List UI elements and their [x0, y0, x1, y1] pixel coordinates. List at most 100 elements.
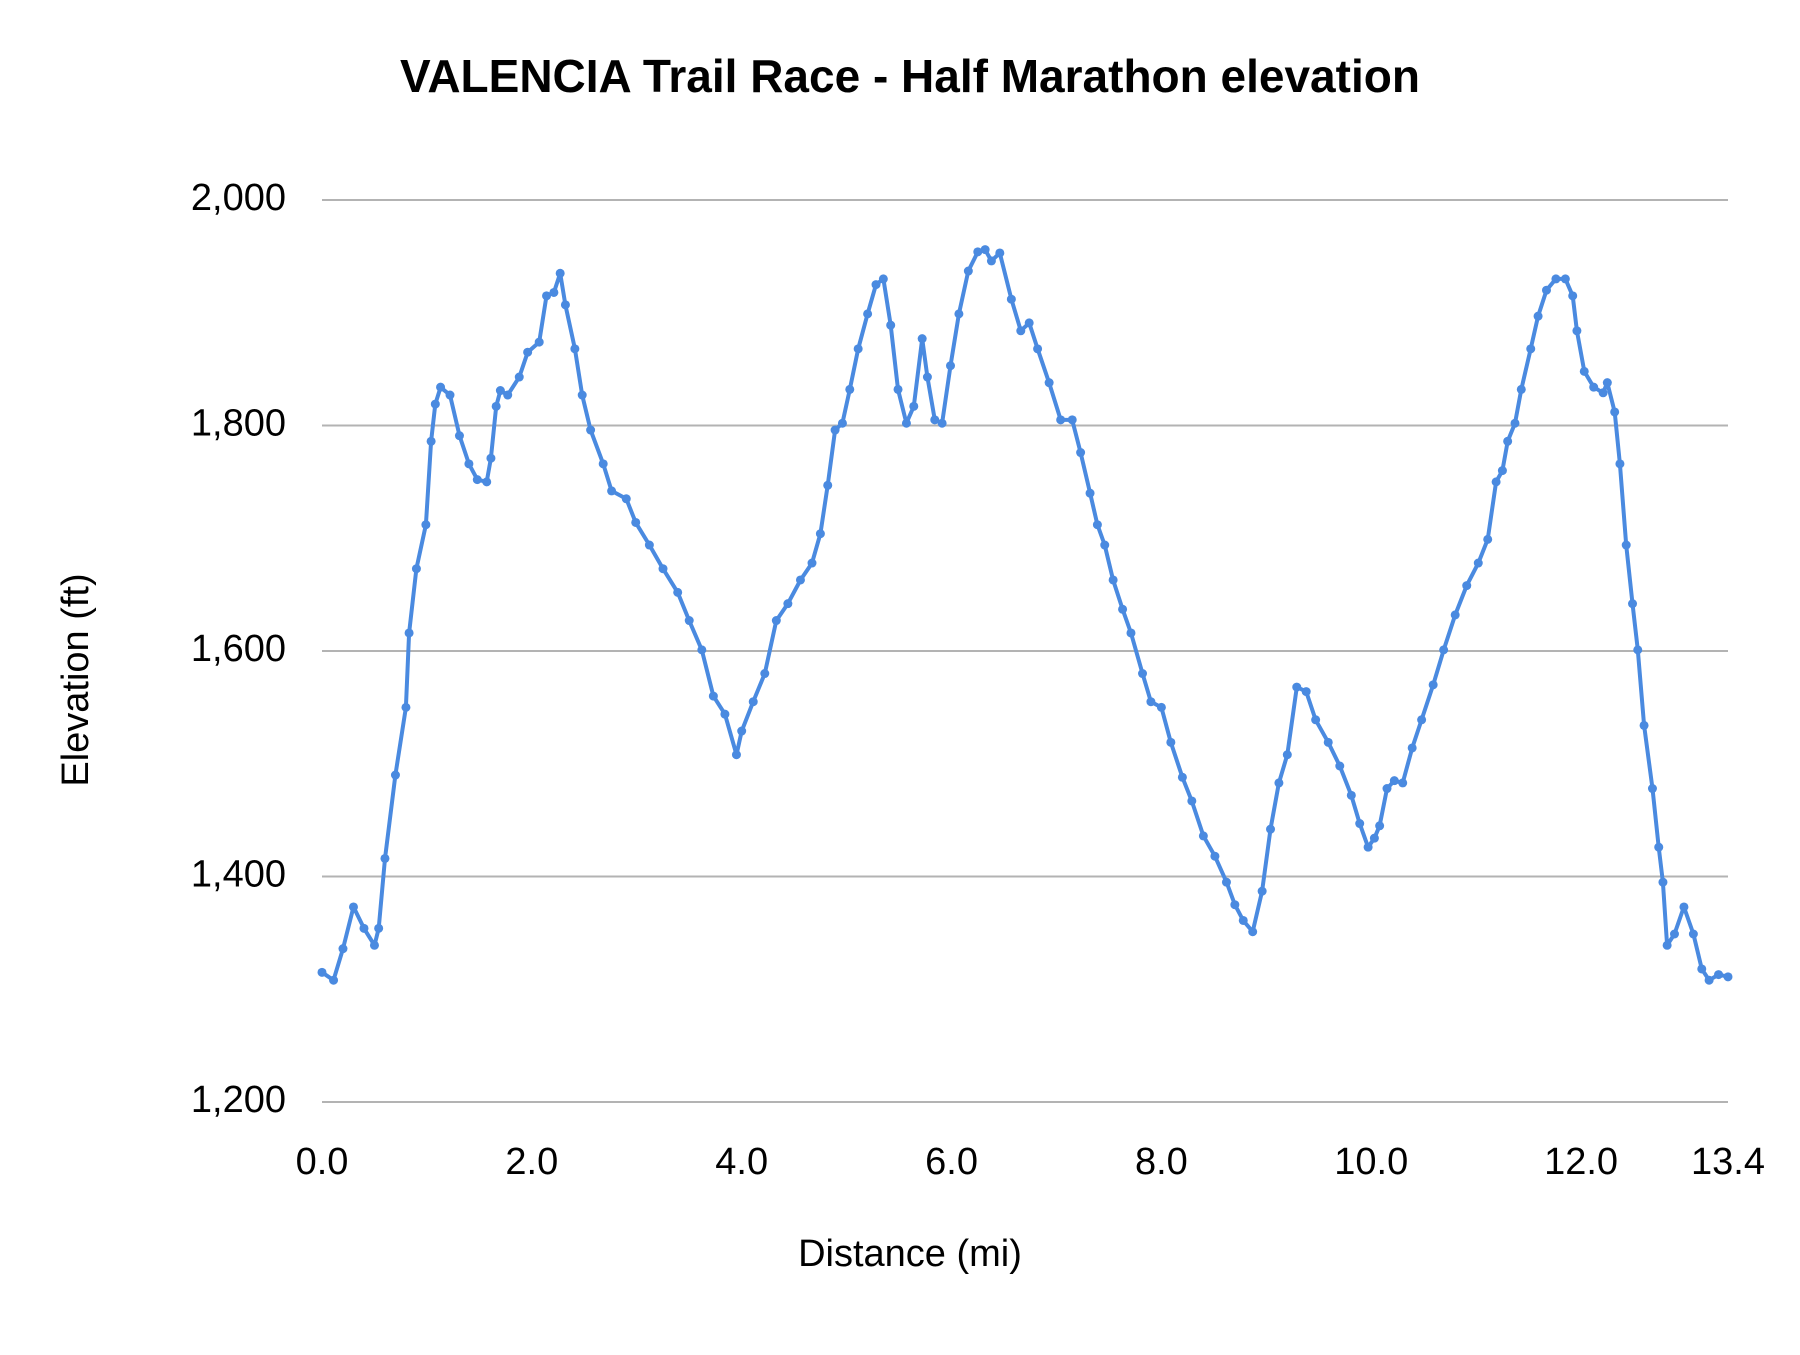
elevation-point	[1568, 291, 1578, 301]
x-tick-label: 4.0	[715, 1141, 768, 1183]
elevation-point	[673, 587, 683, 597]
elevation-point	[748, 697, 758, 707]
x-tick-label: 0.0	[296, 1141, 349, 1183]
elevation-point	[1210, 851, 1220, 861]
elevation-point	[1187, 796, 1197, 806]
elevation-point	[374, 923, 384, 933]
elevation-point	[436, 382, 446, 392]
elevation-point	[1473, 558, 1483, 568]
elevation-point	[830, 425, 840, 435]
elevation-point	[1589, 382, 1599, 392]
elevation-point	[1118, 604, 1128, 614]
elevation-point	[549, 287, 559, 297]
elevation-point	[1355, 819, 1365, 829]
elevation-point	[1610, 407, 1620, 417]
y-tick-label: 1,800	[191, 403, 286, 445]
elevation-point	[607, 486, 617, 496]
elevation-point	[1166, 737, 1176, 747]
elevation-point	[878, 274, 888, 284]
elevation-point	[1439, 645, 1449, 655]
elevation-point	[1483, 534, 1493, 544]
elevation-point	[503, 390, 513, 400]
elevation-point	[771, 616, 781, 626]
elevation-point	[1292, 682, 1302, 692]
elevation-point	[1497, 466, 1507, 476]
elevation-point	[464, 459, 474, 469]
elevation-point	[1238, 915, 1248, 925]
elevation-point	[1108, 575, 1118, 585]
elevation-point	[421, 520, 431, 530]
x-tick-label: 12.0	[1544, 1141, 1618, 1183]
elevation-point	[1417, 715, 1427, 725]
elevation-point	[1628, 599, 1638, 609]
elevation-point	[937, 418, 947, 428]
elevation-point	[1714, 970, 1724, 980]
elevation-point	[1076, 448, 1086, 458]
elevation-point	[1016, 326, 1026, 336]
elevation-point	[1503, 436, 1513, 446]
elevation-point	[577, 390, 587, 400]
elevation-point	[1462, 581, 1472, 591]
elevation-point	[720, 709, 730, 719]
x-tick-label: 2.0	[505, 1141, 558, 1183]
elevation-point	[317, 967, 327, 977]
elevation-point	[411, 564, 421, 574]
elevation-point	[586, 425, 596, 435]
elevation-point	[426, 436, 436, 446]
elevation-point	[495, 386, 505, 396]
elevation-point	[1301, 687, 1311, 697]
elevation-point	[1092, 520, 1102, 530]
elevation-point	[845, 384, 855, 394]
elevation-point	[946, 361, 956, 371]
elevation-point	[1551, 274, 1561, 284]
elevation-point	[390, 770, 400, 780]
elevation-point	[823, 480, 833, 490]
elevation-point	[486, 453, 496, 463]
elevation-point	[1615, 459, 1625, 469]
elevation-point	[1579, 366, 1589, 376]
elevation-point	[1526, 344, 1536, 354]
elevation-point	[871, 280, 881, 290]
elevation-point	[697, 645, 707, 655]
elevation-point	[472, 475, 482, 485]
elevation-point	[369, 940, 379, 950]
y-axis-title: Elevation (ft)	[55, 573, 97, 786]
elevation-point	[359, 923, 369, 933]
elevation-point	[621, 494, 631, 504]
elevation-point	[1658, 877, 1668, 887]
elevation-point	[491, 401, 501, 411]
elevation-point	[1257, 886, 1267, 896]
elevation-point	[1647, 784, 1657, 794]
elevation-point	[815, 529, 825, 539]
elevation-point	[973, 247, 983, 257]
elevation-point	[644, 540, 654, 550]
elevation-point	[598, 459, 608, 469]
elevation-point	[1198, 831, 1208, 841]
elevation-point	[560, 300, 570, 310]
elevation-point	[930, 415, 940, 425]
elevation-point	[684, 616, 694, 626]
elevation-point	[986, 256, 996, 266]
elevation-point	[807, 558, 817, 568]
elevation-point	[1230, 900, 1240, 910]
y-tick-label: 1,600	[191, 628, 286, 670]
elevation-point	[445, 390, 455, 400]
elevation-point	[631, 517, 641, 527]
elevation-point	[901, 418, 911, 428]
elevation-point	[917, 334, 927, 344]
elevation-point	[963, 266, 973, 276]
elevation-point	[1598, 388, 1608, 398]
elevation-point	[1067, 415, 1077, 425]
elevation-point	[1704, 975, 1714, 985]
elevation-point	[404, 628, 414, 638]
elevation-point	[555, 268, 565, 278]
elevation-point	[1323, 737, 1333, 747]
elevation-point	[1621, 540, 1631, 550]
elevation-point	[1266, 824, 1276, 834]
chart-title: VALENCIA Trail Race - Half Marathon elev…	[400, 50, 1420, 102]
elevation-point	[1375, 821, 1385, 831]
elevation-point	[329, 975, 339, 985]
x-axis-title: Distance (mi)	[798, 1233, 1022, 1275]
elevation-point	[658, 564, 668, 574]
elevation-point	[482, 477, 492, 487]
